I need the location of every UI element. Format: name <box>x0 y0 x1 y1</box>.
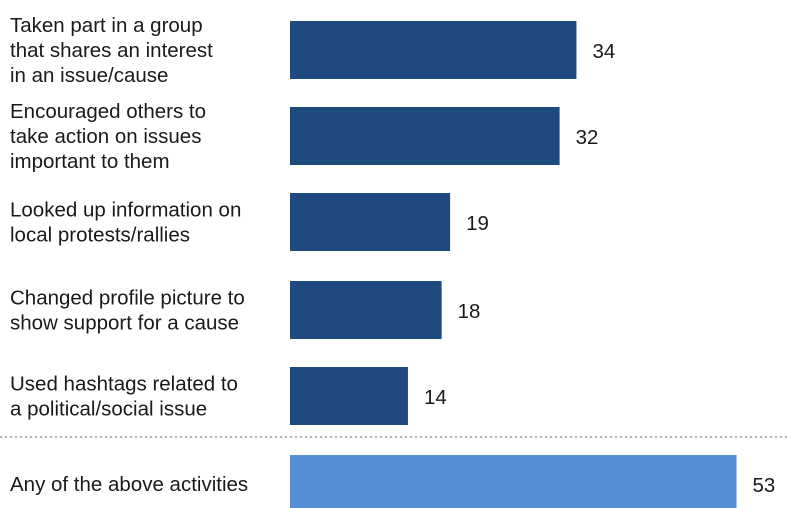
value-label-0: 34 <box>592 40 615 63</box>
category-label-line: Looked up information on <box>10 199 241 222</box>
category-label-line: show support for a cause <box>10 312 239 335</box>
category-label-0: Taken part in a group that shares an inte… <box>10 14 213 87</box>
category-label-line: Used hashtags related to <box>10 373 238 396</box>
category-label-line: Encouraged others to <box>10 100 206 123</box>
category-label-line: local protests/rallies <box>10 224 190 247</box>
bar-1 <box>290 107 560 165</box>
category-label-line: take action on issues <box>10 125 201 148</box>
value-label-1: 32 <box>576 126 599 149</box>
category-label-line: Any of the above activities <box>10 473 248 496</box>
category-label-line: in an issue/cause <box>10 64 168 87</box>
bar-4 <box>290 367 408 425</box>
value-label-2: 19 <box>466 212 489 235</box>
category-label-2: Looked up information on local protests/r… <box>10 199 241 247</box>
bar-3 <box>290 281 442 339</box>
value-label-4: 14 <box>424 386 447 409</box>
bars-group: 34 Taken part in a group that shares an in… <box>10 14 775 508</box>
category-label-line: Changed profile picture to <box>10 287 245 310</box>
bar-2 <box>290 193 451 251</box>
value-label-5: 53 <box>753 474 776 497</box>
bar-5 <box>290 455 737 508</box>
category-label-1: Encouraged others to take action on issue… <box>10 100 206 173</box>
category-label-4: Used hashtags related to a political/soci… <box>10 373 238 421</box>
category-label-3: Changed profile picture to show support f… <box>10 287 245 335</box>
category-label-line: important to them <box>10 150 170 173</box>
value-label-3: 18 <box>458 300 481 323</box>
bar-0 <box>290 21 577 79</box>
category-label-line: Taken part in a group <box>10 14 203 37</box>
category-label-5: Any of the above activities <box>10 473 248 496</box>
category-label-line: that shares an interest <box>10 39 213 62</box>
category-label-line: a political/social issue <box>10 398 207 421</box>
